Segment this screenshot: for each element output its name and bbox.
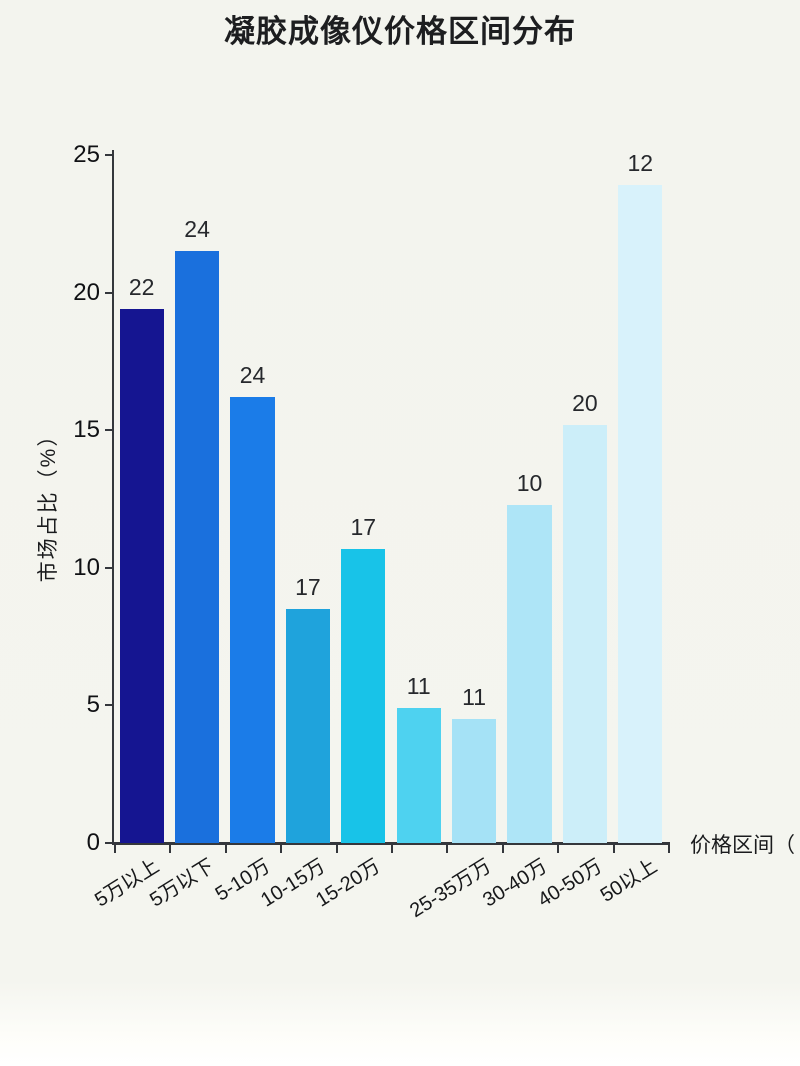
x-tick-mark bbox=[114, 845, 116, 853]
bar-10-15万 bbox=[285, 609, 331, 843]
y-tick-label: 20 bbox=[73, 278, 100, 306]
x-tick-mark bbox=[668, 845, 670, 853]
y-tick-mark bbox=[105, 154, 113, 156]
bar-5万以下 bbox=[174, 251, 220, 843]
x-tick-mark bbox=[557, 845, 560, 853]
bar-30-40万 bbox=[507, 504, 552, 843]
x-tick-mark bbox=[169, 845, 172, 853]
bar-value-label: 22 bbox=[128, 274, 155, 301]
y-tick-mark bbox=[105, 566, 113, 569]
bar-value-label: 12 bbox=[627, 150, 654, 177]
x-tick-mark bbox=[280, 845, 283, 853]
bar-15-20万 bbox=[341, 548, 386, 843]
x-tick-mark bbox=[224, 845, 227, 853]
bar-40-50万 bbox=[562, 424, 608, 843]
bar-value-label: 20 bbox=[572, 389, 598, 416]
x-tick-mark bbox=[391, 845, 393, 853]
y-tick-mark bbox=[105, 429, 113, 432]
y-tick-label: 25 bbox=[73, 141, 100, 168]
y-tick-label: 0 bbox=[86, 829, 100, 856]
bar-value-label: 10 bbox=[516, 469, 543, 496]
bar-col-6 bbox=[396, 708, 441, 843]
bar-value-label: 11 bbox=[462, 684, 487, 711]
x-axis-title: 价格区间（ bbox=[690, 834, 795, 857]
bar-value-label: 11 bbox=[406, 673, 431, 700]
y-tick-label: 5 bbox=[86, 691, 100, 719]
bar-5万以上 bbox=[119, 309, 164, 843]
bar-value-label: 17 bbox=[295, 574, 321, 601]
y-tick-mark bbox=[105, 704, 113, 707]
y-tick-label: 10 bbox=[73, 553, 100, 581]
chart-title: 凝胶成像仪价格区间分布 bbox=[224, 14, 576, 49]
x-tick-mark bbox=[446, 845, 449, 853]
y-axis-line bbox=[112, 150, 114, 844]
y-tick-mark bbox=[105, 291, 113, 294]
bar-5-10万 bbox=[230, 397, 275, 843]
y-tick-mark bbox=[105, 842, 113, 844]
bar-value-label: 24 bbox=[239, 362, 266, 389]
x-tick-mark bbox=[612, 845, 615, 853]
bar-value-label: 24 bbox=[184, 216, 210, 243]
bar-50以上 bbox=[618, 185, 663, 843]
x-tick-mark bbox=[335, 845, 338, 853]
bar-25-35万万 bbox=[451, 719, 497, 843]
bar-value-label: 17 bbox=[350, 513, 377, 540]
y-tick-label: 15 bbox=[73, 416, 100, 444]
x-tick-mark bbox=[501, 845, 504, 853]
x-axis-line bbox=[112, 842, 670, 845]
